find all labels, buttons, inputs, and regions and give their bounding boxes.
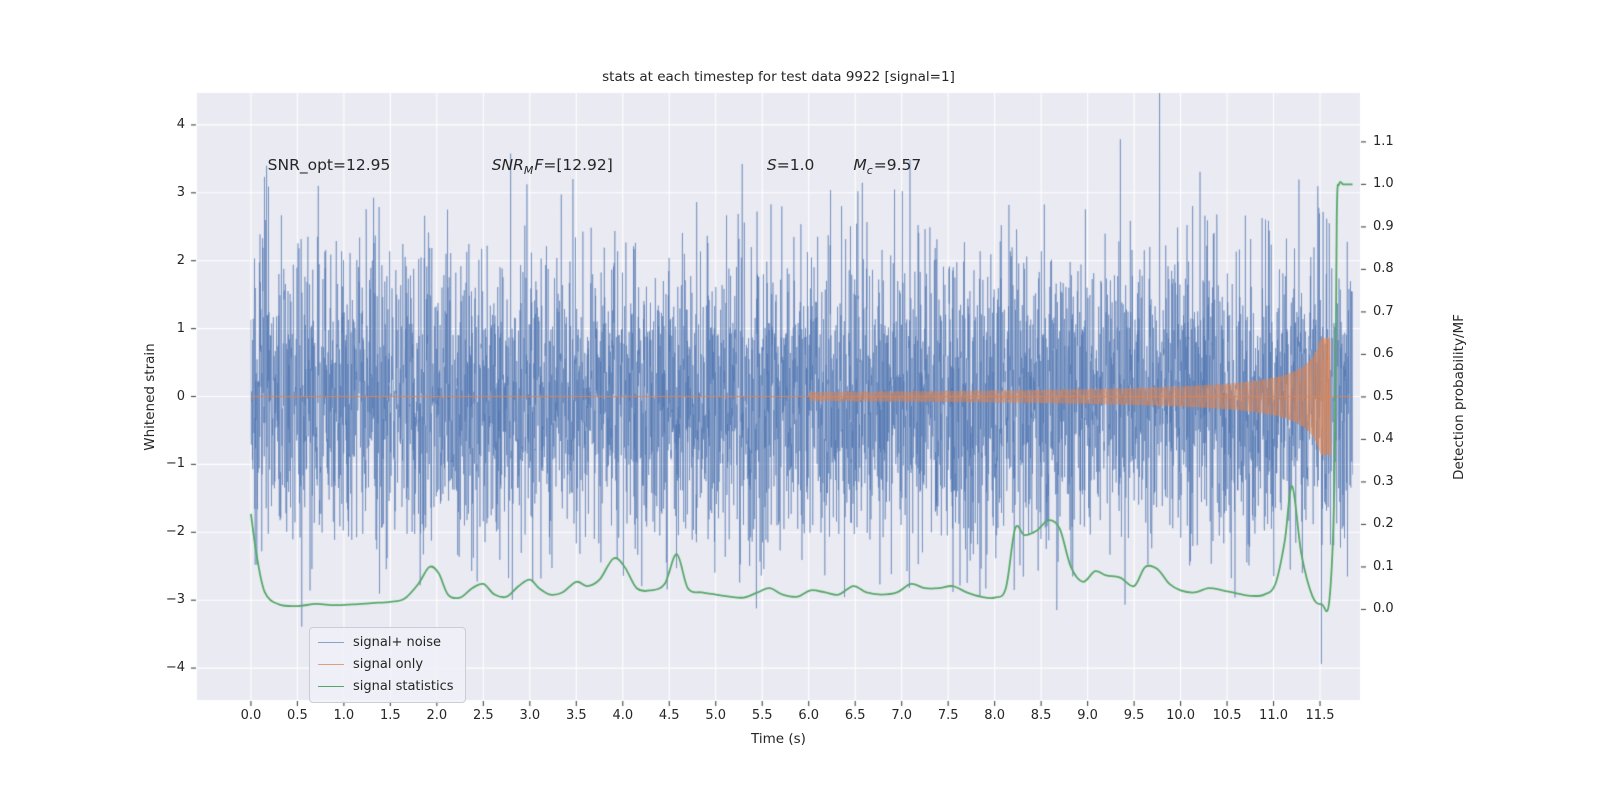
legend: signal+ noise signal only signal statistic… (309, 627, 466, 703)
x-tick-label: 0.5 (287, 708, 308, 723)
x-tick-label: 2.5 (472, 708, 494, 723)
legend-label: signal statistics (353, 679, 454, 694)
x-tick-label: 4.0 (612, 708, 634, 723)
x-tick-label: 5.5 (751, 708, 773, 723)
x-tick-label: 9.0 (1077, 708, 1098, 723)
x-tick-label: 6.0 (798, 708, 820, 723)
annotation-mc: Mc=9.57 (853, 155, 922, 177)
legend-label: signal+ noise (353, 635, 442, 650)
y-left-tick-label: 0 (176, 388, 185, 404)
x-tick-label: 3.0 (519, 708, 541, 723)
x-tick-label: 4.5 (658, 708, 680, 723)
y-left-tick-label: 2 (176, 252, 185, 268)
y-left-tick-label: −1 (165, 456, 185, 472)
x-tick-label: 2.0 (426, 708, 448, 723)
y-right-tick-label: 0.9 (1373, 218, 1394, 234)
x-tick-label: 9.5 (1123, 708, 1145, 723)
x-tick-label: 1.5 (380, 708, 401, 723)
y-right-tick-label: 1.1 (1373, 133, 1394, 149)
x-axis-label: Time (s) (751, 731, 806, 747)
y-right-tick-label: 0.3 (1373, 473, 1394, 489)
y-left-tick-label: −3 (165, 592, 185, 608)
legend-label: signal only (353, 657, 424, 672)
x-tick-label: 0.0 (240, 708, 262, 723)
y-right-tick-label: 0.4 (1373, 431, 1394, 447)
legend-item: signal only (318, 655, 454, 674)
y-left-tick-label: −2 (165, 524, 185, 540)
x-tick-label: 7.0 (891, 708, 913, 723)
legend-item: signal+ noise (318, 633, 454, 652)
legend-swatch (318, 664, 344, 665)
chart-title: stats at each timestep for test data 992… (602, 69, 955, 85)
legend-swatch (318, 686, 344, 687)
y-right-tick-label: 0.1 (1373, 558, 1394, 574)
x-tick-label: 1.0 (333, 708, 355, 723)
y-right-tick-label: 0.0 (1373, 601, 1394, 617)
x-tick-label: 7.5 (937, 708, 959, 723)
y-right-tick-label: 0.2 (1373, 516, 1394, 532)
y-right-tick-label: 0.7 (1373, 303, 1394, 319)
x-tick-label: 10.5 (1212, 708, 1242, 723)
x-tick-label: 5.0 (705, 708, 727, 723)
y-axis-label-right: Detection probability/MF (1451, 314, 1467, 480)
x-tick-label: 11.0 (1259, 708, 1288, 723)
x-tick-label: 8.5 (1030, 708, 1052, 723)
y-left-tick-label: −4 (165, 660, 185, 676)
y-right-tick-label: 0.5 (1373, 388, 1394, 404)
x-tick-label: 10.0 (1166, 708, 1196, 723)
annotation-snr-mf: SNRMF=[12.92] (491, 155, 613, 177)
x-tick-label: 11.5 (1305, 708, 1335, 723)
annotation-snr-opt: SNR_opt=12.95 (267, 155, 391, 174)
y-right-tick-label: 1.0 (1373, 176, 1394, 192)
x-tick-label: 8.0 (984, 708, 1005, 723)
annotation-s: S=1.0 (766, 155, 815, 174)
y-right-tick-label: 0.6 (1373, 346, 1394, 362)
y-left-tick-label: 1 (176, 320, 185, 336)
y-right-tick-label: 0.8 (1373, 261, 1394, 277)
x-tick-label: 6.5 (844, 708, 866, 723)
legend-swatch (318, 642, 344, 643)
y-left-tick-label: 3 (176, 184, 185, 200)
y-left-tick-label: 4 (176, 116, 185, 132)
x-tick-label: 3.5 (565, 708, 587, 723)
legend-item: signal statistics (318, 677, 454, 696)
